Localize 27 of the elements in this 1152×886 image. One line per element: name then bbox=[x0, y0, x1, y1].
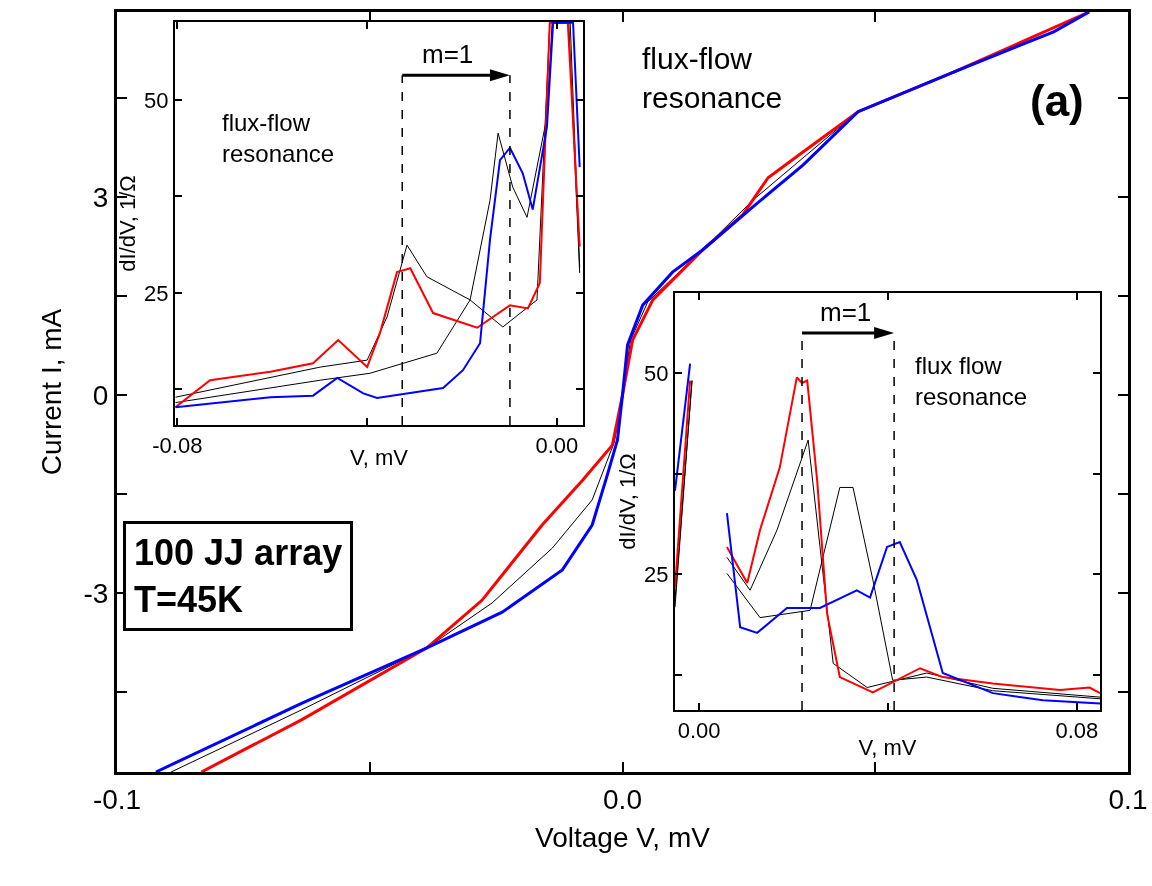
y-axis-title: dI/dV, 1/Ω bbox=[115, 175, 141, 272]
annotation: flux flow resonance bbox=[915, 352, 1028, 411]
y-axis-title: Current I, mA bbox=[36, 308, 68, 476]
y-tick-label: -3 bbox=[83, 577, 109, 609]
annotation: m=1 bbox=[820, 297, 872, 327]
x-tick-label: -0.08 bbox=[152, 433, 203, 459]
x-tick-label: 0.00 bbox=[535, 433, 579, 459]
annotation: flux-flow resonance bbox=[642, 42, 783, 114]
annotation: flux-flow resonance bbox=[222, 109, 335, 168]
annotation: 100 JJ array T=45K bbox=[134, 532, 343, 620]
annotation: m=1 bbox=[422, 39, 474, 69]
y-tick-label: 3 bbox=[92, 181, 109, 213]
y-tick-label: 50 bbox=[144, 87, 169, 113]
x-tick-label: 0.1 bbox=[1108, 783, 1148, 815]
annotation: (a) bbox=[1030, 76, 1084, 125]
x-axis-title: V, mV bbox=[858, 735, 917, 760]
x-tick-label: 0.08 bbox=[1055, 718, 1099, 744]
x-tick-label: -0.1 bbox=[92, 783, 142, 815]
y-tick-label: 25 bbox=[144, 280, 169, 306]
x-tick-label: 0.00 bbox=[677, 718, 721, 744]
x-axis-title: V, mV bbox=[350, 445, 409, 470]
x-axis-title: Voltage V, mV bbox=[535, 821, 711, 853]
y-axis-title: dI/dV, 1/Ω bbox=[615, 453, 641, 550]
x-tick-label: 0.0 bbox=[603, 783, 642, 815]
y-tick-label: 25 bbox=[644, 561, 669, 587]
y-tick-label: 0 bbox=[92, 379, 109, 411]
y-tick-label: 50 bbox=[644, 361, 669, 387]
